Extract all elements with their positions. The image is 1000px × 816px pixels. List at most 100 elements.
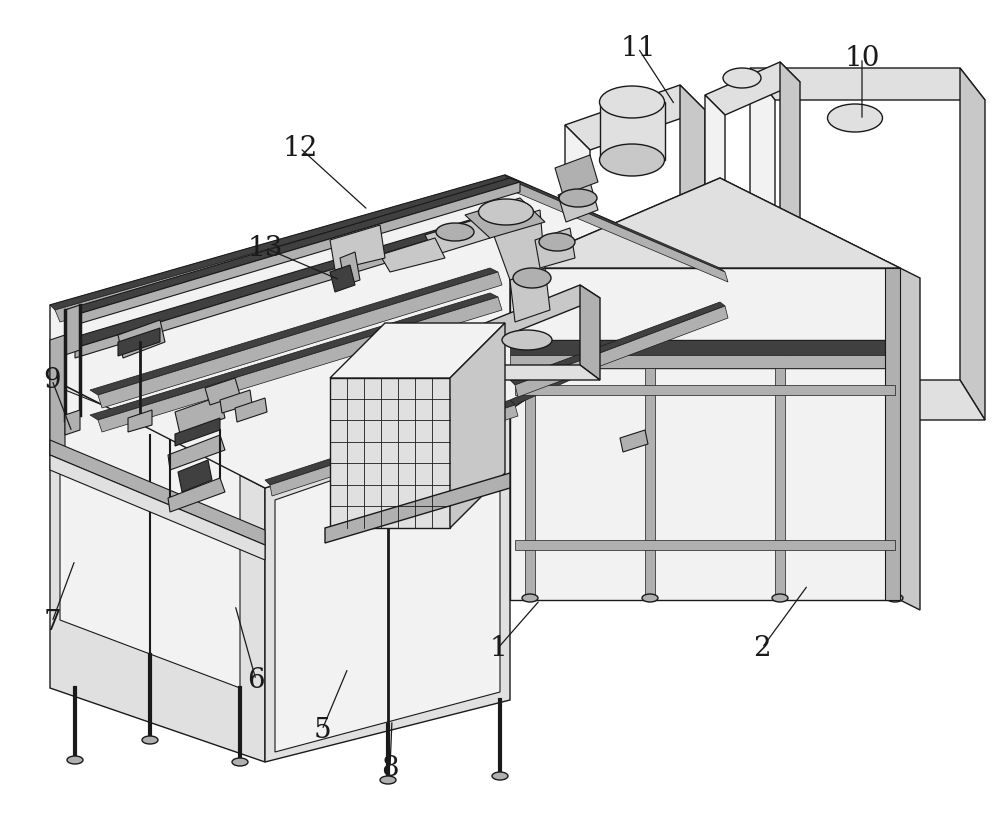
Text: 11: 11 — [620, 34, 656, 61]
Polygon shape — [65, 208, 520, 348]
Polygon shape — [178, 460, 212, 492]
Polygon shape — [65, 178, 520, 315]
Ellipse shape — [887, 594, 903, 602]
Ellipse shape — [600, 144, 664, 176]
Polygon shape — [565, 305, 705, 335]
Ellipse shape — [642, 594, 658, 602]
Polygon shape — [510, 302, 725, 385]
Text: 2: 2 — [753, 635, 771, 662]
Text: 10: 10 — [844, 45, 880, 72]
Polygon shape — [705, 62, 800, 115]
Ellipse shape — [522, 594, 538, 602]
Polygon shape — [380, 238, 445, 272]
Polygon shape — [885, 268, 900, 600]
Text: 12: 12 — [282, 135, 318, 162]
Polygon shape — [330, 225, 385, 270]
Polygon shape — [50, 175, 510, 310]
Polygon shape — [330, 265, 355, 292]
Polygon shape — [455, 365, 600, 380]
Polygon shape — [535, 228, 575, 268]
Polygon shape — [325, 473, 510, 543]
Polygon shape — [490, 210, 545, 280]
Polygon shape — [620, 430, 648, 452]
Polygon shape — [50, 175, 720, 488]
Polygon shape — [960, 68, 985, 420]
Ellipse shape — [232, 758, 248, 766]
Polygon shape — [525, 368, 535, 598]
Polygon shape — [510, 355, 900, 368]
Polygon shape — [645, 368, 655, 598]
Polygon shape — [425, 218, 490, 255]
Polygon shape — [515, 540, 895, 550]
Polygon shape — [270, 405, 518, 496]
Polygon shape — [510, 268, 900, 340]
Polygon shape — [118, 328, 160, 356]
Text: 7: 7 — [43, 609, 61, 636]
Polygon shape — [510, 180, 728, 282]
Polygon shape — [510, 340, 900, 355]
Polygon shape — [450, 323, 505, 528]
Polygon shape — [510, 268, 550, 322]
Polygon shape — [515, 306, 728, 397]
Text: 8: 8 — [381, 755, 399, 782]
Polygon shape — [515, 385, 895, 395]
Polygon shape — [750, 380, 985, 420]
Polygon shape — [340, 252, 360, 285]
Polygon shape — [235, 398, 267, 422]
Text: 9: 9 — [43, 366, 61, 393]
Polygon shape — [505, 175, 725, 272]
Polygon shape — [555, 155, 598, 195]
Ellipse shape — [436, 223, 474, 241]
Polygon shape — [50, 378, 265, 762]
Polygon shape — [705, 335, 800, 370]
Polygon shape — [55, 180, 515, 322]
Ellipse shape — [723, 68, 761, 88]
Polygon shape — [465, 198, 545, 238]
Polygon shape — [275, 422, 500, 752]
Polygon shape — [330, 323, 505, 378]
Polygon shape — [680, 85, 705, 335]
Ellipse shape — [502, 330, 552, 350]
Polygon shape — [175, 396, 225, 434]
Ellipse shape — [513, 268, 551, 288]
Polygon shape — [60, 388, 240, 688]
Polygon shape — [565, 85, 705, 150]
Polygon shape — [580, 285, 600, 380]
Polygon shape — [168, 435, 225, 470]
Polygon shape — [750, 68, 775, 420]
Polygon shape — [90, 293, 498, 420]
Polygon shape — [510, 368, 900, 600]
Polygon shape — [780, 62, 800, 370]
Polygon shape — [50, 455, 265, 560]
Polygon shape — [510, 305, 725, 405]
Text: 6: 6 — [247, 667, 265, 694]
Polygon shape — [65, 305, 80, 355]
Polygon shape — [455, 335, 475, 380]
Text: 5: 5 — [313, 716, 331, 743]
Text: 1: 1 — [489, 635, 507, 662]
Ellipse shape — [492, 772, 508, 780]
Polygon shape — [330, 378, 450, 528]
Polygon shape — [565, 125, 590, 335]
Polygon shape — [265, 408, 510, 762]
Polygon shape — [890, 368, 900, 598]
Polygon shape — [90, 268, 498, 395]
Polygon shape — [75, 212, 520, 358]
Ellipse shape — [559, 189, 597, 207]
Polygon shape — [128, 410, 152, 432]
Polygon shape — [750, 68, 985, 100]
Polygon shape — [50, 335, 65, 455]
Polygon shape — [205, 378, 240, 405]
Polygon shape — [510, 178, 900, 268]
Ellipse shape — [67, 756, 83, 764]
Polygon shape — [900, 268, 920, 610]
Ellipse shape — [600, 86, 664, 118]
Polygon shape — [600, 102, 665, 160]
Polygon shape — [65, 410, 80, 435]
Polygon shape — [558, 182, 598, 222]
Ellipse shape — [142, 736, 158, 744]
Ellipse shape — [380, 776, 396, 784]
Polygon shape — [510, 178, 900, 340]
Ellipse shape — [828, 104, 883, 132]
Polygon shape — [265, 400, 515, 485]
